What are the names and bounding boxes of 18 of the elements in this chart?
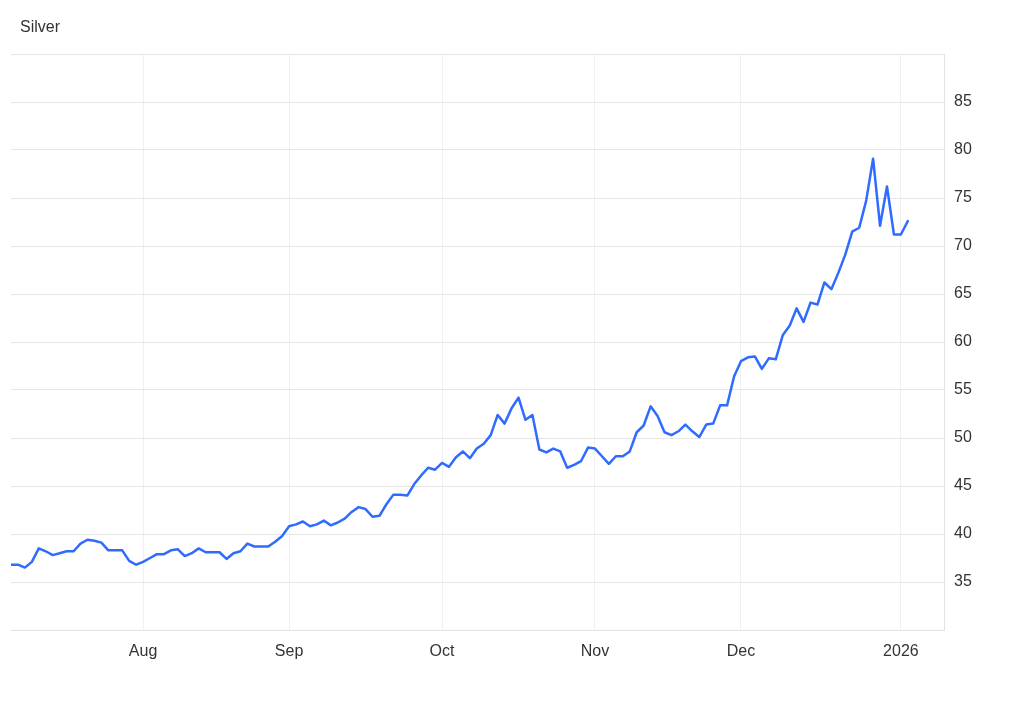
y-tick-label: 40	[954, 524, 972, 542]
y-tick-label: 50	[954, 428, 972, 446]
y-tick-label: 55	[954, 380, 972, 398]
x-tick-label: Nov	[580, 642, 610, 660]
x-tick-label: Aug	[128, 642, 158, 660]
chart-title: Silver	[20, 18, 61, 36]
y-tick-label: 75	[954, 188, 972, 206]
x-tick-label: Oct	[429, 642, 456, 660]
y-tick-label: 65	[954, 284, 972, 302]
y-tick-label: 35	[954, 572, 972, 590]
x-tick-label: 2026	[883, 642, 919, 660]
x-tick-label: Sep	[274, 642, 304, 660]
x-tick-label: Dec	[726, 642, 756, 660]
y-tick-label: 70	[954, 236, 972, 254]
y-tick-label: 80	[954, 140, 972, 158]
y-tick-label: 45	[954, 476, 972, 494]
y-tick-label: 85	[954, 92, 972, 110]
y-tick-label: 60	[954, 332, 972, 350]
